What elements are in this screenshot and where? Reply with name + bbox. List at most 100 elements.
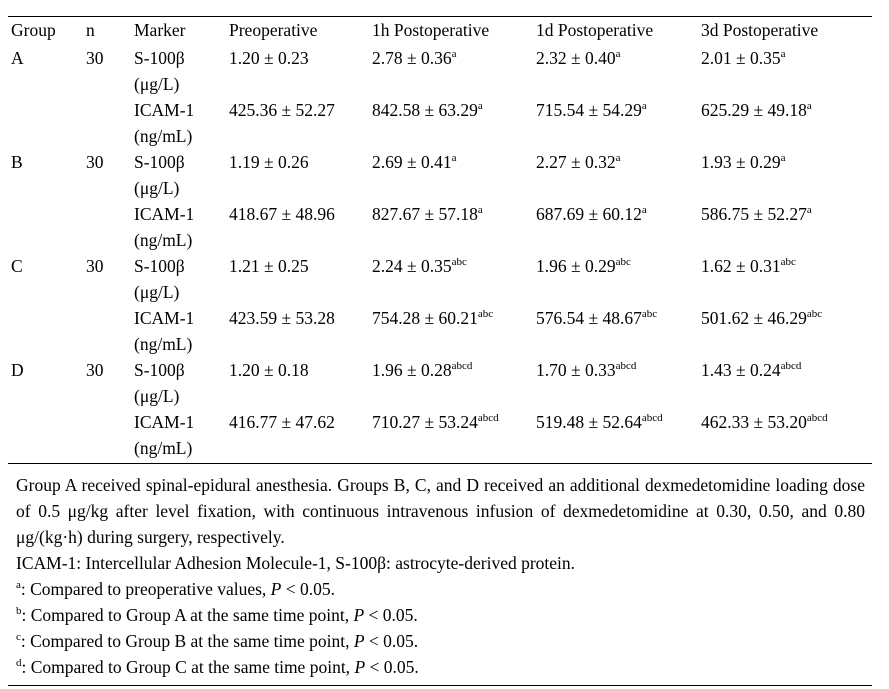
marker-unit: (ng/mL) (134, 438, 193, 458)
value-cell: 425.36 ± 52.27 (229, 97, 372, 149)
value-cell: 501.62 ± 46.29abc (701, 305, 878, 357)
value-text: 576.54 ± 48.67 (536, 308, 642, 328)
header-n: n (86, 20, 95, 40)
group-cell: D (11, 360, 24, 380)
value-text: 687.69 ± 60.12 (536, 204, 642, 224)
value-text: 1.21 ± 0.25 (229, 256, 309, 276)
value-cell: 586.75 ± 52.27a (701, 201, 878, 253)
n-cell: 30 (86, 48, 104, 68)
footnote: a: Compared to preoperative values, P < … (16, 576, 865, 602)
header-1h-postoperative: 1h Postoperative (372, 20, 490, 40)
marker-unit: (ng/mL) (134, 126, 193, 146)
value-cell: 1.93 ± 0.29a (701, 149, 878, 201)
value-text: 501.62 ± 46.29 (701, 308, 807, 328)
table-row: ICAM-1 (ng/mL) 423.59 ± 53.28 754.28 ± 60.2… (8, 305, 878, 357)
value-text: 425.36 ± 52.27 (229, 100, 335, 120)
table-row: D 30 S-100β (μg/L) 1.20 ± 0.18 1.96 ± 0.28abc… (8, 357, 878, 409)
value-cell: 710.27 ± 53.24abcd (372, 409, 536, 461)
significance-superscript: abcd (477, 412, 499, 424)
footnote-mark: c (16, 631, 21, 643)
value-cell: 2.24 ± 0.35abc (372, 253, 536, 305)
top-rule (8, 16, 872, 17)
significance-superscript: abc (806, 308, 823, 320)
table-body: A 30 S-100β (μg/L) 1.20 ± 0.23 2.78 ± 0.36a 2.… (8, 45, 878, 461)
footnote-text: : Compared to preoperative values, (20, 579, 271, 599)
footnote: d: Compared to Group C at the same time … (16, 654, 865, 680)
significance-superscript: abc (641, 308, 658, 320)
footnote-text: : Compared to Group C at the same time p… (21, 657, 355, 677)
value-text: 462.33 ± 53.20 (701, 412, 807, 432)
value-text: 1.19 ± 0.26 (229, 152, 309, 172)
marker-name: ICAM-1 (134, 412, 195, 432)
marker-unit: (μg/L) (134, 74, 180, 94)
value-cell: 1.20 ± 0.23 (229, 45, 372, 97)
value-cell: 1.96 ± 0.29abc (536, 253, 701, 305)
value-text: 2.24 ± 0.35 (372, 256, 452, 276)
significance-superscript: abc (477, 308, 494, 320)
value-cell: 1.20 ± 0.18 (229, 357, 372, 409)
significance-superscript: a (806, 100, 812, 112)
footnote: c: Compared to Group B at the same time … (16, 628, 865, 654)
value-cell: 1.21 ± 0.25 (229, 253, 372, 305)
empty-cell (8, 97, 83, 149)
notes-abbreviations: ICAM-1: Intercellular Adhesion Molecule-… (16, 553, 576, 573)
significance-superscript: abcd (451, 360, 473, 372)
value-cell: 1.62 ± 0.31abc (701, 253, 878, 305)
significance-superscript: a (451, 48, 457, 60)
footnote-threshold: < 0.05. (281, 579, 335, 599)
group-cell: B (11, 152, 23, 172)
marker-name: S-100β (134, 48, 185, 68)
significance-superscript: abc (615, 256, 631, 268)
footnote-mark: a (16, 579, 21, 591)
value-cell: 1.43 ± 0.24abcd (701, 357, 878, 409)
header-row: Group n Marker Preoperative 1h Postopera… (8, 17, 878, 45)
value-cell: 2.27 ± 0.32a (536, 149, 701, 201)
value-cell: 418.67 ± 48.96 (229, 201, 372, 253)
marker-cell: ICAM-1 (ng/mL) (134, 305, 229, 357)
significance-superscript: a (806, 204, 812, 216)
value-cell: 416.77 ± 47.62 (229, 409, 372, 461)
notes-description: Group A received spinal-epidural anesthe… (16, 475, 865, 547)
empty-cell (83, 201, 134, 253)
marker-cell: S-100β (μg/L) (134, 45, 229, 97)
value-cell: 754.28 ± 60.21abc (372, 305, 536, 357)
marker-cell: ICAM-1 (ng/mL) (134, 97, 229, 149)
value-text: 715.54 ± 54.29 (536, 100, 642, 120)
value-text: 1.96 ± 0.29 (536, 256, 616, 276)
significance-superscript: a (615, 48, 621, 60)
n-cell: 30 (86, 360, 104, 380)
value-cell: 576.54 ± 48.67abc (536, 305, 701, 357)
marker-cell: S-100β (μg/L) (134, 149, 229, 201)
value-text: 1.62 ± 0.31 (701, 256, 781, 276)
marker-unit: (ng/mL) (134, 230, 193, 250)
value-text: 827.67 ± 57.18 (372, 204, 478, 224)
significance-superscript: a (451, 152, 457, 164)
header-3d-postoperative: 3d Postoperative (701, 20, 819, 40)
empty-cell (83, 305, 134, 357)
value-text: 1.93 ± 0.29 (701, 152, 781, 172)
bottom-rule (8, 685, 872, 686)
marker-name: S-100β (134, 152, 185, 172)
value-text: 625.29 ± 49.18 (701, 100, 807, 120)
value-text: 2.27 ± 0.32 (536, 152, 616, 172)
marker-name: S-100β (134, 256, 185, 276)
value-text: 2.32 ± 0.40 (536, 48, 616, 68)
header-1d-postoperative: 1d Postoperative (536, 20, 654, 40)
marker-unit: (μg/L) (134, 178, 180, 198)
marker-name: ICAM-1 (134, 100, 195, 120)
value-text: 754.28 ± 60.21 (372, 308, 478, 328)
significance-superscript: abcd (806, 412, 828, 424)
value-cell: 2.69 ± 0.41a (372, 149, 536, 201)
n-cell: 30 (86, 152, 104, 172)
footnote-p-symbol: P (270, 579, 282, 599)
value-cell: 1.19 ± 0.26 (229, 149, 372, 201)
value-cell: 1.96 ± 0.28abcd (372, 357, 536, 409)
value-cell: 2.78 ± 0.36a (372, 45, 536, 97)
marker-cell: S-100β (μg/L) (134, 253, 229, 305)
value-cell: 423.59 ± 53.28 (229, 305, 372, 357)
footnote-p-symbol: P (353, 631, 365, 651)
empty-cell (8, 409, 83, 461)
marker-name: S-100β (134, 360, 185, 380)
value-cell: 842.58 ± 63.29a (372, 97, 536, 149)
footnote-threshold: < 0.05. (365, 657, 419, 677)
